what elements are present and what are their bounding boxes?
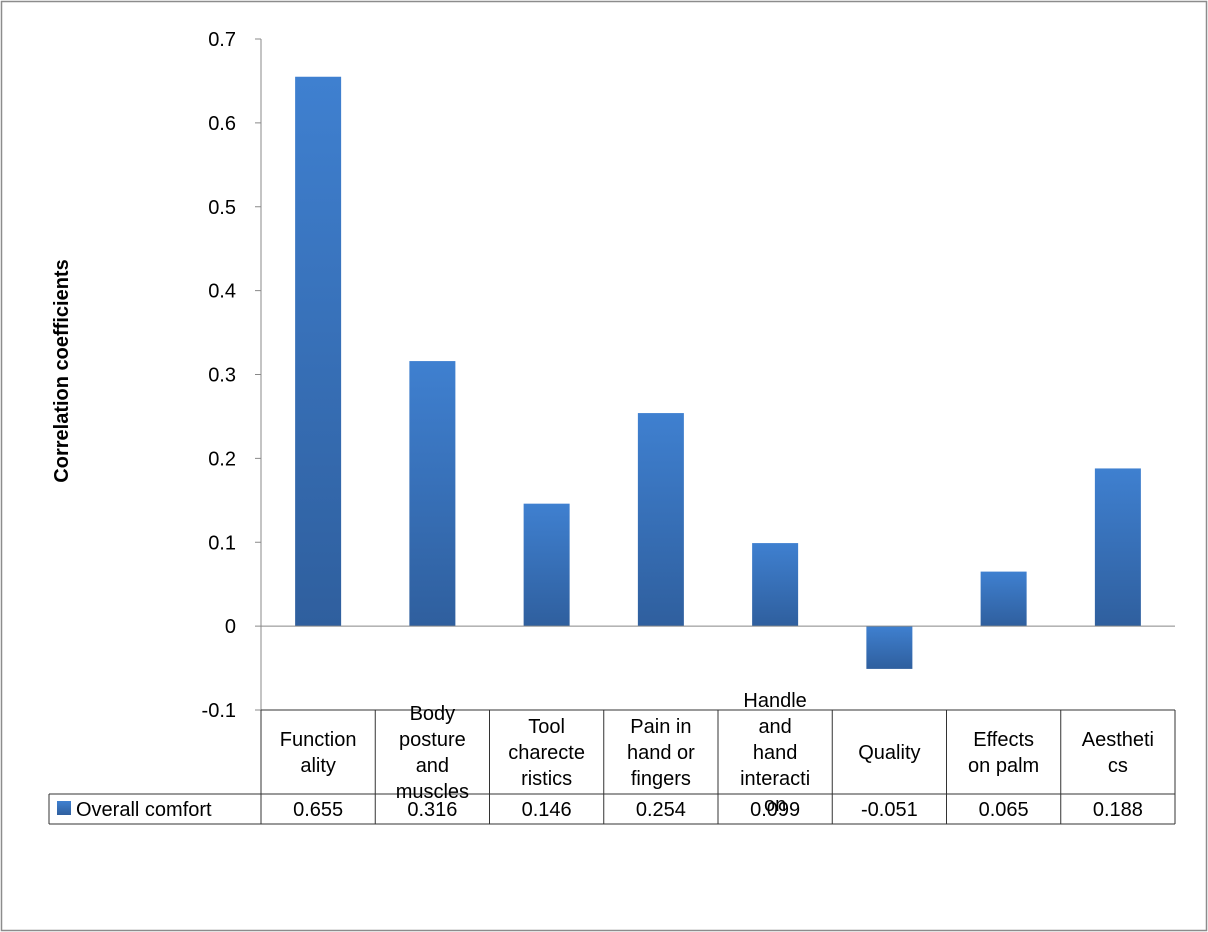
- category-label-line: interacti: [740, 768, 810, 790]
- category-label-line: charecte: [508, 742, 585, 764]
- category-label: Aestheti cs: [1082, 729, 1154, 777]
- bar: [523, 503, 570, 627]
- category-label-line: posture: [399, 729, 466, 751]
- data-value-label: 0.316: [407, 799, 457, 821]
- legend-swatch: [57, 801, 71, 815]
- category-label: Pain in hand or fingers: [627, 716, 695, 790]
- y-tick-label: 0.2: [208, 448, 236, 470]
- category-label: Body posture and muscles: [396, 703, 469, 803]
- bar: [1094, 468, 1141, 627]
- data-value-label: 0.146: [522, 799, 572, 821]
- bar: [866, 626, 913, 669]
- category-label-line: Tool: [528, 716, 565, 738]
- y-tick-label: -0.1: [202, 700, 236, 722]
- bar-series: [295, 76, 1141, 669]
- category-label-line: Pain in: [630, 716, 691, 738]
- bar: [295, 76, 342, 627]
- y-tick-label: 0.3: [208, 365, 236, 387]
- y-tick-label: 0.1: [208, 532, 236, 554]
- category-label-line: ristics: [521, 768, 572, 790]
- y-axis-ticks: -0.1 0 0.1 0.2 0.3 0.4 0.5 0.6 0.7: [202, 29, 261, 722]
- data-table: Function ality Body posture and muscles Tool ch…: [48, 690, 1176, 825]
- category-label-line: on palm: [968, 755, 1039, 777]
- y-axis-title: Correlation coefficients: [51, 259, 73, 482]
- category-label: Tool charecte ristics: [508, 716, 585, 790]
- category-label: Quality: [858, 742, 920, 764]
- data-value-label: -0.051: [861, 799, 918, 821]
- axes: [260, 39, 1175, 824]
- category-label: Handle and hand interacti on: [740, 690, 810, 816]
- bar: [752, 543, 799, 627]
- category-label: Effects on palm: [968, 729, 1039, 777]
- y-tick-label: 0.5: [208, 197, 236, 219]
- category-label-line: Aestheti: [1082, 729, 1154, 751]
- data-value-label: 0.188: [1093, 799, 1143, 821]
- category-label-line: Effects: [973, 729, 1034, 751]
- category-label-line: ality: [300, 755, 336, 777]
- category-label-line: Handle: [743, 690, 806, 712]
- category-label-line: hand or: [627, 742, 695, 764]
- data-value-label: 0.655: [293, 799, 343, 821]
- category-label-line: and: [416, 755, 449, 777]
- y-tick-label: 0.4: [208, 281, 236, 303]
- legend-series-name: Overall comfort: [76, 799, 212, 821]
- y-tick-label: 0.6: [208, 113, 236, 135]
- y-tick-label: 0.7: [208, 29, 236, 51]
- category-label-line: muscles: [396, 781, 469, 803]
- category-label-line: hand: [753, 742, 798, 764]
- y-tick-label: 0: [225, 616, 236, 638]
- data-value-label: 0.099: [750, 799, 800, 821]
- category-label: Function ality: [280, 729, 357, 777]
- data-value-label: 0.065: [979, 799, 1029, 821]
- category-label-line: on: [764, 794, 786, 816]
- bar: [637, 413, 684, 627]
- category-label-line: Body: [410, 703, 456, 725]
- data-value-label: 0.254: [636, 799, 686, 821]
- bar: [980, 571, 1027, 627]
- category-label-line: Function: [280, 729, 357, 751]
- category-label-line: fingers: [631, 768, 691, 790]
- category-label-line: and: [758, 716, 791, 738]
- bar: [409, 361, 456, 627]
- category-label-line: Quality: [858, 742, 920, 764]
- category-label-line: cs: [1108, 755, 1128, 777]
